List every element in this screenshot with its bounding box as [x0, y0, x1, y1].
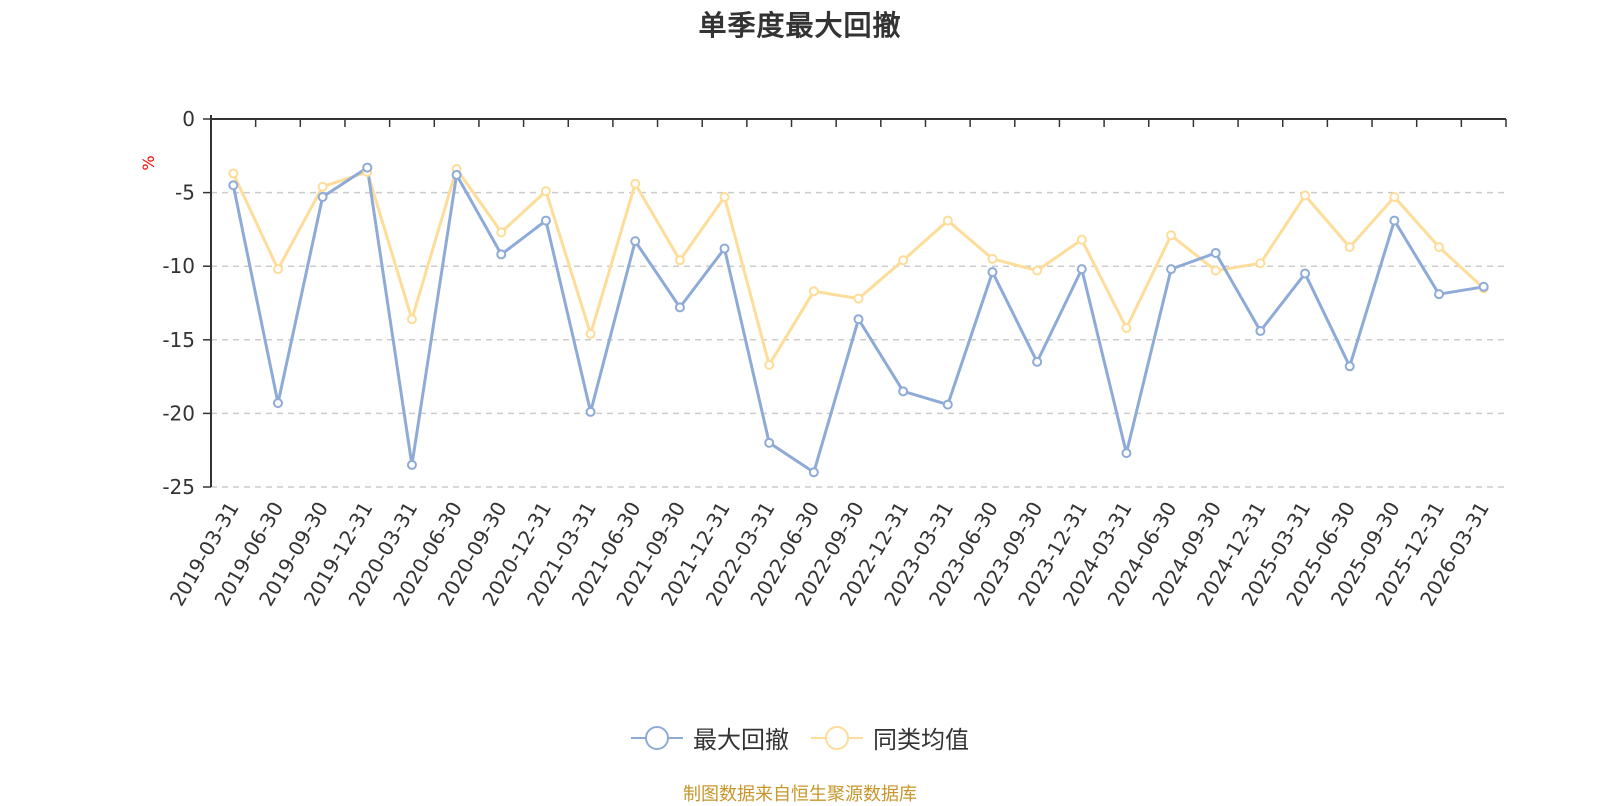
data-point-max-drawdown[interactable] — [1478, 281, 1489, 292]
data-point-peer-average[interactable] — [228, 168, 239, 179]
y-tick-label: -15 — [162, 328, 195, 352]
data-point-max-drawdown[interactable] — [540, 215, 551, 226]
data-point-peer-average[interactable] — [630, 178, 641, 189]
data-point-peer-average[interactable] — [1032, 265, 1043, 276]
data-point-max-drawdown[interactable] — [853, 314, 864, 325]
data-point-max-drawdown[interactable] — [317, 192, 328, 203]
data-point-peer-average[interactable] — [272, 264, 283, 275]
y-tick-label: -20 — [162, 401, 195, 425]
data-point-max-drawdown[interactable] — [1121, 448, 1132, 459]
data-point-peer-average[interactable] — [1434, 242, 1445, 253]
data-point-max-drawdown[interactable] — [1300, 268, 1311, 279]
data-point-peer-average[interactable] — [1121, 323, 1132, 334]
data-point-peer-average[interactable] — [496, 227, 507, 238]
data-point-peer-average[interactable] — [1389, 192, 1400, 203]
data-point-peer-average[interactable] — [1166, 230, 1177, 241]
data-point-max-drawdown[interactable] — [1210, 247, 1221, 258]
data-point-max-drawdown[interactable] — [630, 236, 641, 247]
y-tick-label: -10 — [162, 254, 195, 278]
data-point-peer-average[interactable] — [1300, 190, 1311, 201]
data-point-max-drawdown[interactable] — [1032, 356, 1043, 367]
data-point-max-drawdown[interactable] — [406, 459, 417, 470]
x-tick-labels: 2019-03-312019-06-302019-09-302019-12-31… — [165, 497, 1494, 610]
data-point-max-drawdown[interactable] — [1255, 325, 1266, 336]
source-note: 制图数据来自恒生聚源数据库 — [683, 784, 917, 805]
data-point-peer-average[interactable] — [898, 255, 909, 266]
y-tick-label: -5 — [175, 181, 195, 205]
y-axis-unit-label: % — [139, 155, 158, 170]
legend-label-max-drawdown: 最大回撤 — [693, 726, 789, 754]
legend-label-peer-average: 同类均值 — [873, 726, 969, 754]
y-tick-label: -25 — [162, 475, 195, 499]
y-tick-labels: 0 -5 -10 -15 -20 -25 — [162, 107, 195, 499]
data-point-max-drawdown[interactable] — [496, 249, 507, 260]
data-point-max-drawdown[interactable] — [451, 169, 462, 180]
data-point-max-drawdown[interactable] — [1166, 264, 1177, 275]
data-point-peer-average[interactable] — [987, 253, 998, 264]
axes — [203, 115, 1507, 488]
legend-item-peer-average[interactable]: 同类均值 — [811, 720, 969, 755]
legend: 最大回撤 同类均值 — [0, 720, 1600, 755]
legend-item-max-drawdown[interactable]: 最大回撤 — [631, 720, 789, 755]
data-point-max-drawdown[interactable] — [808, 467, 819, 478]
data-point-peer-average[interactable] — [585, 328, 596, 339]
series-layer — [228, 162, 1489, 478]
data-point-peer-average[interactable] — [317, 181, 328, 192]
data-point-peer-average[interactable] — [1344, 242, 1355, 253]
data-point-peer-average[interactable] — [1210, 265, 1221, 276]
legend-swatch-peer-average — [811, 725, 863, 750]
grid-lines — [211, 191, 1506, 488]
data-point-peer-average[interactable] — [764, 359, 775, 370]
data-point-max-drawdown[interactable] — [674, 302, 685, 313]
data-point-peer-average[interactable] — [674, 255, 685, 266]
legend-swatch-max-drawdown — [631, 725, 683, 750]
data-point-max-drawdown[interactable] — [585, 406, 596, 417]
data-point-max-drawdown[interactable] — [362, 162, 373, 173]
data-point-peer-average[interactable] — [808, 286, 819, 297]
data-point-max-drawdown[interactable] — [1344, 361, 1355, 372]
data-point-max-drawdown[interactable] — [764, 437, 775, 448]
data-point-max-drawdown[interactable] — [898, 386, 909, 397]
data-point-max-drawdown[interactable] — [942, 399, 953, 410]
data-point-max-drawdown[interactable] — [719, 243, 730, 254]
data-point-peer-average[interactable] — [1255, 258, 1266, 269]
data-point-peer-average[interactable] — [942, 215, 953, 226]
y-tick-label: 0 — [182, 107, 195, 131]
data-point-peer-average[interactable] — [719, 192, 730, 203]
data-point-peer-average[interactable] — [1076, 234, 1087, 245]
data-point-max-drawdown[interactable] — [228, 180, 239, 191]
data-point-max-drawdown[interactable] — [1389, 215, 1400, 226]
data-point-max-drawdown[interactable] — [272, 398, 283, 409]
data-point-max-drawdown[interactable] — [987, 267, 998, 278]
chart-title: 单季度最大回撤 — [698, 9, 902, 42]
data-point-max-drawdown[interactable] — [1076, 264, 1087, 275]
data-point-peer-average[interactable] — [540, 186, 551, 197]
data-point-peer-average[interactable] — [853, 293, 864, 304]
data-point-max-drawdown[interactable] — [1434, 289, 1445, 300]
data-point-peer-average[interactable] — [406, 314, 417, 325]
